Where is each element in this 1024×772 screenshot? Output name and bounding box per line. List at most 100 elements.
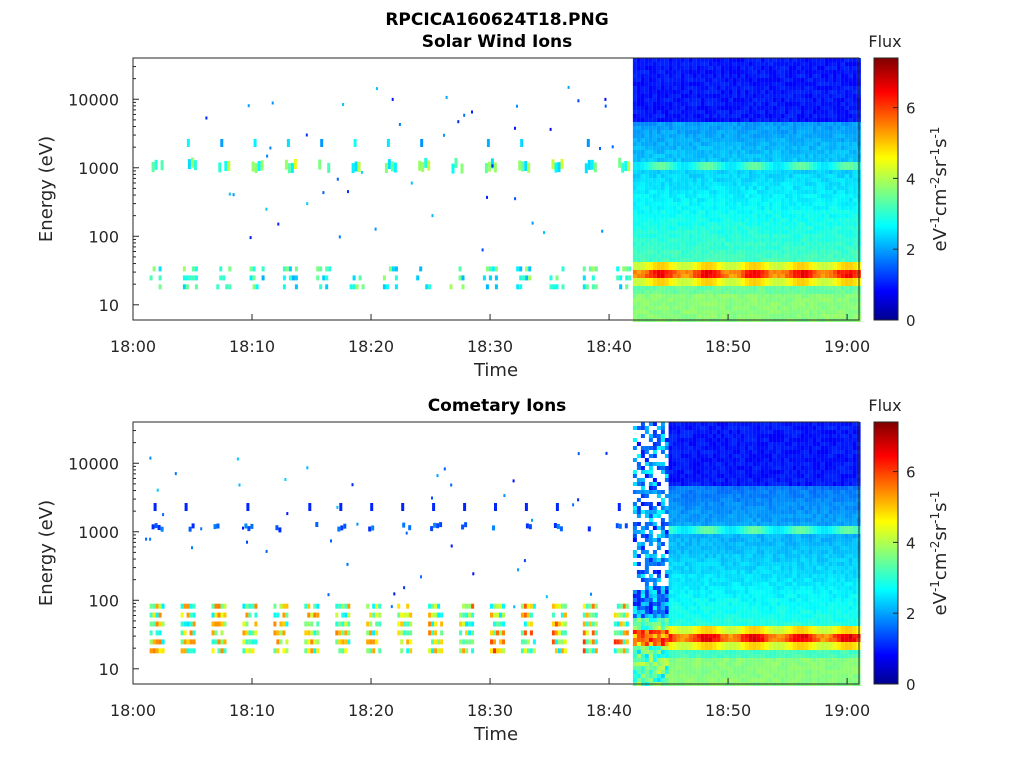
- heatmap-cell: [729, 86, 733, 90]
- heatmap-cell: [853, 154, 857, 158]
- heatmap-cell: [633, 426, 637, 430]
- heatmap-cell: [817, 162, 821, 166]
- heatmap-cell: [773, 306, 777, 310]
- heatmap-cell: [833, 74, 837, 78]
- heatmap-cell: [829, 226, 833, 230]
- heatmap-cell: [153, 266, 156, 271]
- heatmap-cell: [717, 306, 721, 310]
- heatmap-cell: [637, 86, 641, 90]
- heatmap-cell: [661, 462, 665, 466]
- heatmap-cell: [725, 262, 729, 266]
- heatmap-cell: [853, 190, 857, 194]
- heatmap-cell: [789, 262, 793, 266]
- heatmap-cell: [657, 166, 661, 170]
- heatmap-cell: [737, 158, 741, 162]
- heatmap-cell: [657, 302, 661, 306]
- heatmap-cell: [817, 98, 821, 102]
- heatmap-cell: [785, 70, 789, 74]
- heatmap-cell: [829, 150, 833, 154]
- heatmap-cell: [849, 178, 853, 182]
- heatmap-cell: [665, 602, 669, 606]
- heatmap-cell: [817, 170, 821, 174]
- heatmap-cell: [661, 110, 665, 114]
- heatmap-cell: [677, 82, 681, 86]
- heatmap-cell: [825, 218, 829, 222]
- heatmap-cell: [649, 482, 653, 486]
- heatmap-cell: [745, 102, 749, 106]
- heatmap-cell: [665, 90, 669, 94]
- heatmap-cell: [765, 226, 769, 230]
- heatmap-cell: [725, 170, 729, 174]
- heatmap-cell: [279, 622, 282, 627]
- heatmap-cell: [282, 648, 285, 653]
- heatmap-cell: [849, 138, 853, 142]
- heatmap-cell: [649, 558, 653, 562]
- heatmap-cell: [765, 270, 769, 274]
- heatmap-cell: [494, 503, 497, 511]
- heatmap-cell: [777, 190, 781, 194]
- heatmap-cell: [229, 193, 231, 196]
- heatmap-cell: [845, 82, 849, 86]
- heatmap-cell: [729, 74, 733, 78]
- heatmap-cell: [781, 78, 785, 82]
- heatmap-cell: [853, 250, 857, 254]
- heatmap-cell: [641, 238, 645, 242]
- heatmap-cell: [833, 110, 837, 114]
- heatmap-cell: [849, 270, 853, 274]
- heatmap-cell: [697, 102, 701, 106]
- heatmap-cell: [681, 126, 685, 130]
- heatmap-cell: [801, 222, 805, 226]
- heatmap-cell: [821, 130, 825, 134]
- heatmap-cell: [757, 166, 761, 170]
- heatmap-cell: [837, 250, 841, 254]
- heatmap-cell: [729, 114, 733, 118]
- heatmap-cell: [657, 610, 661, 614]
- heatmap-cell: [459, 630, 462, 635]
- heatmap-cell: [837, 254, 841, 258]
- heatmap-cell: [328, 266, 331, 271]
- heatmap-cell: [341, 630, 344, 635]
- heatmap-cell: [689, 290, 693, 294]
- heatmap-cell: [391, 605, 393, 608]
- heatmap-cell: [789, 190, 793, 194]
- heatmap-cell: [665, 106, 669, 110]
- heatmap-cell: [372, 613, 375, 618]
- heatmap-cell: [813, 154, 817, 158]
- heatmap-cell: [693, 302, 697, 306]
- heatmap-cell: [825, 78, 829, 82]
- heatmap-cell: [825, 194, 829, 198]
- heatmap-cell: [645, 630, 649, 634]
- heatmap-cell: [837, 182, 841, 186]
- heatmap-cell: [637, 162, 641, 166]
- heatmap-cell: [713, 174, 717, 178]
- heatmap-cell: [853, 82, 857, 86]
- heatmap-cell: [378, 648, 381, 653]
- heatmap-cell: [306, 134, 308, 137]
- heatmap-cell: [697, 182, 701, 186]
- heatmap-cell: [697, 158, 701, 162]
- heatmap-cell: [793, 66, 797, 70]
- heatmap-cell: [749, 106, 753, 110]
- heatmap-cell: [769, 186, 773, 190]
- heatmap-cell: [653, 638, 657, 642]
- heatmap-cell: [689, 190, 693, 194]
- heatmap-cell: [749, 182, 753, 186]
- heatmap-cell: [641, 294, 645, 298]
- heatmap-cell: [845, 114, 849, 118]
- heatmap-cell: [641, 478, 645, 482]
- heatmap-cell: [733, 78, 737, 82]
- heatmap-cell: [801, 122, 805, 126]
- heatmap-cell: [837, 310, 841, 314]
- heatmap-cell: [641, 606, 645, 610]
- heatmap-cell: [765, 78, 769, 82]
- heatmap-cell: [773, 194, 777, 198]
- heatmap-cell: [741, 194, 745, 198]
- heatmap-cell: [653, 610, 657, 614]
- heatmap-cell: [669, 138, 673, 142]
- heatmap-cell: [705, 290, 709, 294]
- heatmap-cell: [392, 266, 395, 271]
- heatmap-cell: [797, 230, 801, 234]
- heatmap-cell: [753, 198, 757, 202]
- heatmap-cell: [785, 218, 789, 222]
- heatmap-cell: [657, 594, 661, 598]
